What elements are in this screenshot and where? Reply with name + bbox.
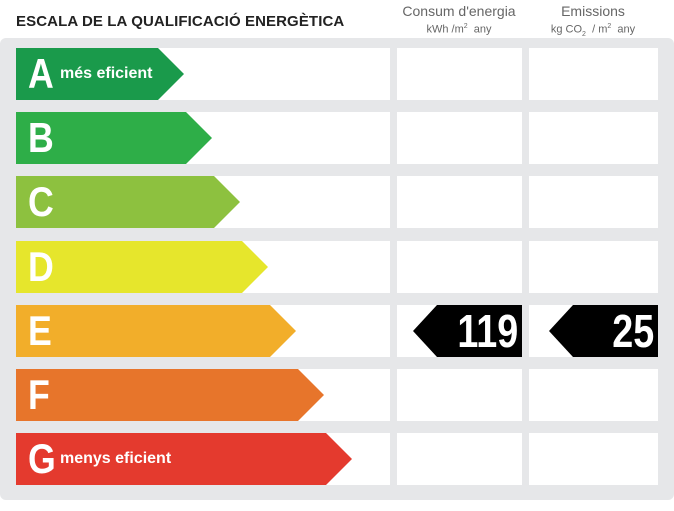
rating-letter: G [28, 435, 56, 482]
consum-unit: kWh /m2 any [426, 23, 492, 36]
title: ESCALA DE LA QUALIFICACIÓ ENERGÈTICA [16, 13, 345, 30]
rating-letter: E [28, 307, 52, 354]
arrow-shape [16, 369, 324, 421]
arrow-shape [16, 48, 184, 100]
rating-note: menys eficient [60, 450, 172, 467]
consum-value-text: 119 [457, 305, 518, 357]
rating-letter: B [28, 114, 54, 161]
arrow-shape [16, 305, 296, 357]
rating-letter: A [28, 50, 54, 97]
consum-cell [397, 433, 522, 485]
consum-cell [397, 176, 522, 228]
consum-cell [397, 48, 522, 100]
rating-arrow-d: D [16, 241, 268, 293]
consum-cell [397, 369, 522, 421]
rating-letter: C [28, 178, 54, 225]
rating-arrow-c: C [16, 176, 240, 228]
arrow-shape [16, 176, 240, 228]
rating-arrow-e: E [16, 305, 296, 357]
emissions-header: Emissions kg CO2 / m2 any [528, 3, 658, 38]
consum-cell [397, 112, 522, 164]
emissions-value-text: 25 [612, 305, 654, 357]
emissions-cell [529, 369, 658, 421]
arrow-shape [16, 241, 268, 293]
emissions-cell [529, 48, 658, 100]
arrow-shape [16, 433, 352, 485]
arrow-shape [16, 112, 212, 164]
emissions-value: 25 [549, 305, 658, 357]
rating-arrow-f: F [16, 369, 324, 421]
emissions-cell [529, 241, 658, 293]
emissions-unit: kg CO2 / m2 any [550, 23, 636, 38]
emissions-label: Emissions [561, 3, 625, 19]
rating-letter: F [28, 371, 50, 418]
rating-note: més eficient [60, 65, 153, 82]
consum-cell [397, 241, 522, 293]
emissions-cell [529, 433, 658, 485]
emissions-cell [529, 112, 658, 164]
consum-header: Consum d'energia kWh /m2 any [396, 3, 522, 36]
rating-letter: D [28, 243, 54, 290]
emissions-cell [529, 176, 658, 228]
consum-value: 119 [413, 305, 522, 357]
rating-arrow-b: B [16, 112, 212, 164]
consum-label: Consum d'energia [402, 3, 516, 19]
